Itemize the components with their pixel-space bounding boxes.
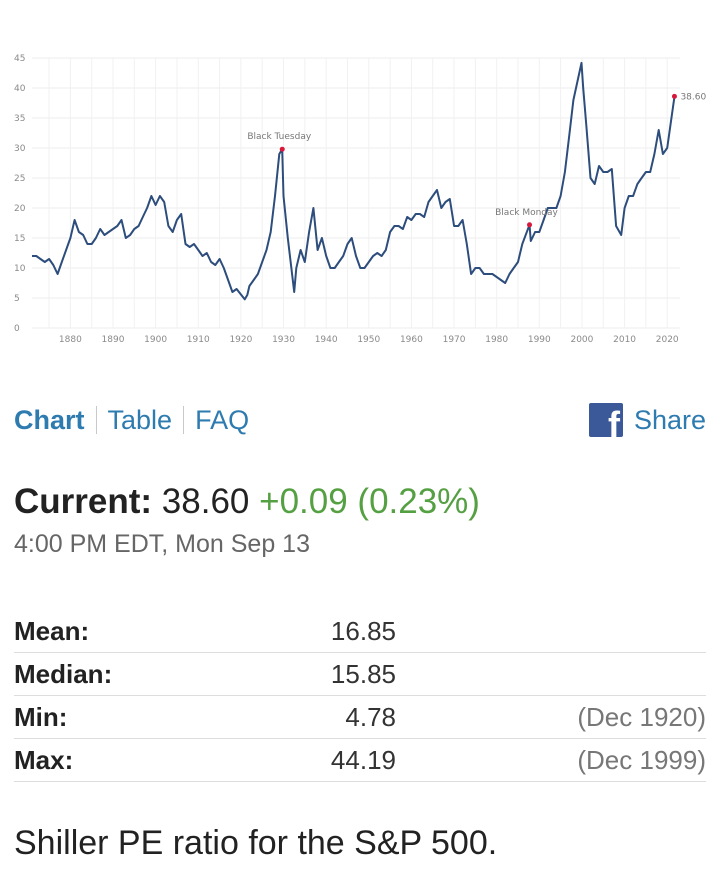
y-axis-ticks: 0 5 10 15 20 25 30 35 40 45 xyxy=(14,54,26,334)
x-tick-label: 1950 xyxy=(357,335,380,345)
y-tick-label: 45 xyxy=(14,54,25,64)
x-tick-label: 1920 xyxy=(229,335,252,345)
tab-divider xyxy=(183,406,185,434)
x-tick-label: 1960 xyxy=(400,335,423,345)
current-change: +0.09 (0.23%) xyxy=(259,482,480,521)
x-tick-label: 2010 xyxy=(613,335,636,345)
y-tick-label: 35 xyxy=(14,114,25,124)
current-value-line: Current: 38.60 +0.09 (0.23%) xyxy=(14,482,480,522)
x-tick-label: 1990 xyxy=(528,335,551,345)
x-tick-label: 1900 xyxy=(144,335,167,345)
annotation-marker xyxy=(527,222,533,228)
stat-date: (Dec 1999) xyxy=(577,745,706,775)
x-tick-label: 2000 xyxy=(570,335,593,345)
view-tabs: Chart Table FAQ f Share xyxy=(14,400,706,440)
x-tick-label: 2020 xyxy=(656,335,679,345)
x-axis-ticks: 1880 1890 1900 1910 1920 1930 1940 1950 1960 1970… xyxy=(59,335,679,345)
share-button[interactable]: f Share xyxy=(588,403,706,437)
x-tick-label: 1930 xyxy=(272,335,295,345)
stat-value: 15.85 xyxy=(330,659,396,689)
y-tick-label: 25 xyxy=(14,174,25,184)
annotation-label: 38.60 xyxy=(680,92,706,102)
x-tick-label: 1970 xyxy=(443,335,466,345)
x-tick-label: 1940 xyxy=(315,335,338,345)
y-tick-label: 5 xyxy=(14,294,20,304)
chart-annotations: Black Tuesday Black Monday 38.60 xyxy=(247,92,706,228)
x-tick-label: 1980 xyxy=(485,335,508,345)
y-tick-label: 10 xyxy=(14,264,26,274)
y-tick-label: 20 xyxy=(14,204,26,214)
stats-row-mean: Mean: 16.85 xyxy=(14,610,706,653)
current-label: Current: xyxy=(14,482,153,521)
tab-table[interactable]: Table xyxy=(107,404,173,435)
annotation-label: Black Monday xyxy=(495,208,558,218)
stat-label: Median: xyxy=(14,659,113,689)
x-tick-label: 1890 xyxy=(102,335,125,345)
facebook-icon: f xyxy=(588,403,623,437)
y-tick-label: 40 xyxy=(14,84,26,94)
x-tick-label: 1910 xyxy=(187,335,210,345)
chart-grid xyxy=(32,57,680,329)
y-tick-label: 30 xyxy=(14,144,26,154)
annotation-label: Black Tuesday xyxy=(247,132,312,142)
annotation-marker xyxy=(279,146,285,152)
stat-value: 16.85 xyxy=(330,616,396,646)
stats-row-median: Median: 15.85 xyxy=(14,653,706,696)
y-tick-label: 0 xyxy=(14,324,20,334)
y-tick-label: 15 xyxy=(14,234,25,244)
stats-table: Mean: 16.85 Median: 15.85 Min: 4.78 (Dec… xyxy=(14,610,706,782)
annotation-marker xyxy=(671,93,677,99)
stats-row-max: Max: 44.19 (Dec 1999) xyxy=(14,739,706,782)
stats-row-min: Min: 4.78 (Dec 1920) xyxy=(14,696,706,739)
stat-label: Min: xyxy=(14,702,68,732)
stat-value: 4.78 xyxy=(345,702,396,732)
tab-faq[interactable]: FAQ xyxy=(195,404,250,435)
tab-divider xyxy=(95,406,97,434)
stat-label: Max: xyxy=(14,745,74,775)
stat-date: (Dec 1920) xyxy=(577,702,706,732)
tab-chart[interactable]: Chart xyxy=(14,404,85,435)
current-value: 38.60 xyxy=(161,482,250,521)
chart-description: Shiller PE ratio for the S&P 500. xyxy=(14,824,498,862)
share-label: Share xyxy=(633,404,706,435)
stat-label: Mean: xyxy=(14,616,90,646)
timestamp: 4:00 PM EDT, Mon Sep 13 xyxy=(14,530,310,558)
x-tick-label: 1880 xyxy=(59,335,82,345)
pe-ratio-line xyxy=(32,61,676,301)
stat-value: 44.19 xyxy=(330,745,396,775)
